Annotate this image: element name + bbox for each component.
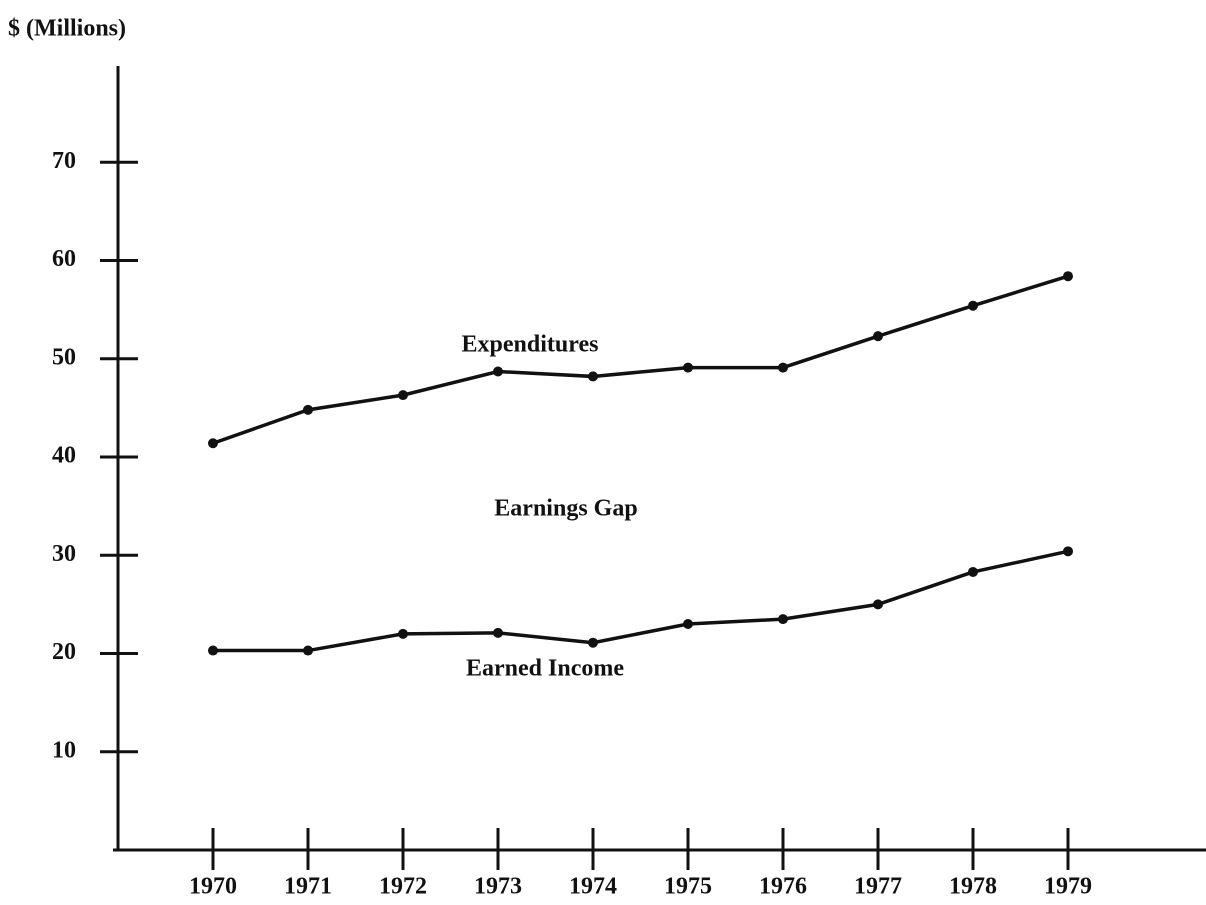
y-tick-label: 10 (52, 737, 76, 763)
x-tick-label: 1977 (854, 874, 902, 900)
data-point (683, 362, 693, 373)
y-tick-label: 60 (52, 246, 76, 272)
data-point (493, 366, 503, 377)
data-point (493, 627, 503, 638)
y-axis-label: $ (Millions) (8, 16, 126, 42)
data-point (683, 619, 693, 630)
series-label: Expenditures (462, 332, 599, 358)
x-tick-label: 1975 (664, 874, 712, 900)
data-point (398, 628, 408, 639)
data-point (968, 566, 978, 577)
data-point (588, 637, 598, 648)
x-tick-label: 1970 (189, 874, 237, 900)
data-point (303, 645, 313, 656)
x-tick-label: 1978 (949, 874, 997, 900)
y-tick-label: 70 (52, 148, 76, 174)
y-tick-label: 30 (52, 541, 76, 567)
data-point (588, 371, 598, 382)
data-point (208, 645, 218, 656)
x-tick-label: 1973 (474, 874, 522, 900)
data-point (778, 362, 788, 373)
data-point (1063, 546, 1073, 557)
x-tick-label: 1979 (1044, 874, 1092, 900)
series-line (212, 274, 1069, 445)
data-point (303, 404, 313, 415)
data-point (873, 599, 883, 610)
annotation: Earnings Gap (494, 496, 637, 522)
data-point (1063, 271, 1073, 282)
x-tick-label: 1972 (379, 874, 427, 900)
series-label: Earned Income (466, 656, 624, 682)
data-point (398, 390, 408, 401)
data-point (873, 331, 883, 342)
data-point (778, 614, 788, 625)
x-tick-label: 1971 (284, 874, 332, 900)
x-tick-label: 1976 (759, 874, 807, 900)
data-point (968, 300, 978, 311)
y-tick-label: 50 (52, 344, 76, 370)
y-tick-label: 40 (52, 443, 76, 469)
x-tick-label: 1974 (569, 874, 617, 900)
series-line (213, 549, 1069, 653)
data-point (208, 438, 218, 449)
y-tick-label: 20 (52, 639, 76, 665)
